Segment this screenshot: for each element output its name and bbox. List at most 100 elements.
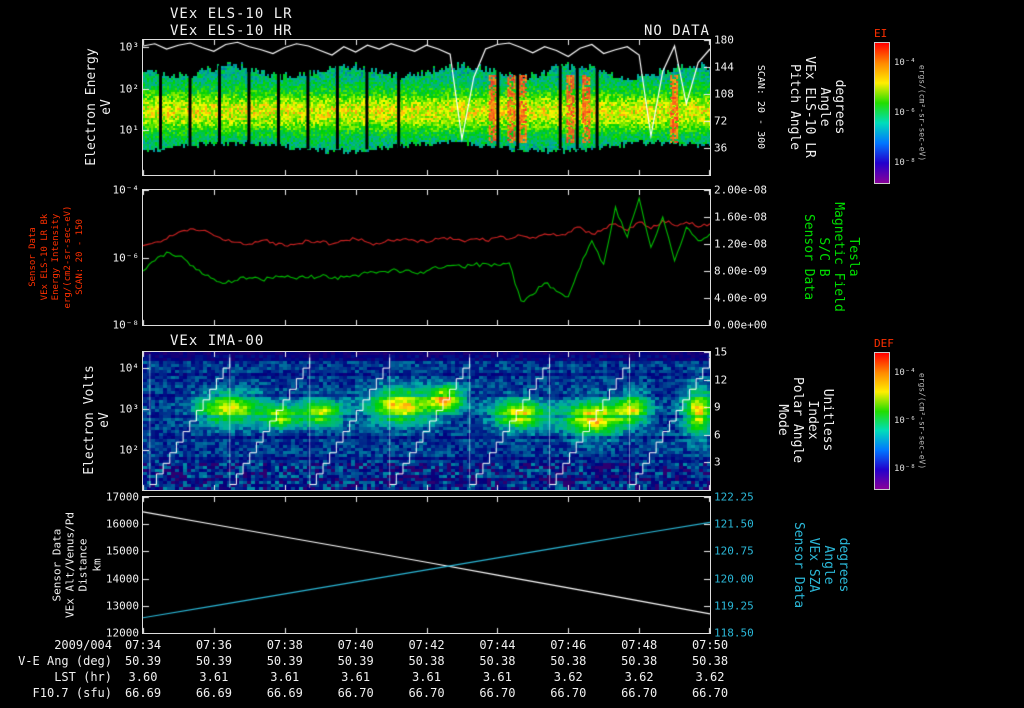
p3-index-tick: 6 bbox=[714, 428, 721, 442]
p2-intensity-tick: 10⁻⁴ bbox=[112, 183, 140, 197]
ephemeris-value: 50.39 bbox=[195, 654, 232, 668]
panel2-left-axis-label: Sensor Data VEx ELS-10 LR Bk Energy Inte… bbox=[27, 205, 85, 309]
ephemeris-value: 50.38 bbox=[408, 654, 445, 668]
p4-sza-tick: 120.00 bbox=[714, 572, 754, 586]
panel4-left-axis-label: Sensor Data VEx Alt/Venus/Pd Distance km bbox=[50, 512, 104, 618]
time-tick-label: 07:42 bbox=[408, 638, 445, 652]
ephemeris-value: 66.70 bbox=[408, 686, 445, 700]
p4-sza-tick: 121.50 bbox=[714, 517, 754, 531]
p1-pitch-angle-tick: 108 bbox=[714, 87, 734, 101]
time-tick-label: 07:34 bbox=[124, 638, 162, 652]
colorbar-ei-title: EI bbox=[874, 27, 888, 40]
time-tick-label: 07:44 bbox=[479, 638, 516, 652]
p1-energy-tick: 10³ bbox=[119, 40, 139, 54]
p4-sza-tick: 120.75 bbox=[714, 544, 754, 558]
ephemeris-value: 50.38 bbox=[621, 654, 658, 668]
p3-index-tick: 12 bbox=[714, 373, 728, 387]
p2-bfield-tick: 8.00e-09 bbox=[714, 264, 767, 278]
ephemeris-value: 66.69 bbox=[195, 686, 232, 700]
colorbar-tick-label: 10⁻⁴ bbox=[894, 58, 916, 69]
ephemeris-value: 50.38 bbox=[550, 654, 587, 668]
panel1-left-axis-label: Electron Energy eV bbox=[84, 48, 114, 166]
ephemeris-value: 3.61 bbox=[270, 670, 300, 684]
ephemeris-value: 66.70 bbox=[550, 686, 587, 700]
ephemeris-value: 50.38 bbox=[479, 654, 516, 668]
ephemeris-value: 50.38 bbox=[691, 654, 729, 668]
colorbar-tick-label: 10⁻⁴ bbox=[894, 367, 916, 378]
panel1-title-hr: VEx ELS-10 HR bbox=[170, 23, 293, 39]
p2-bfield-tick: 1.20e-08 bbox=[714, 237, 767, 251]
ephemeris-value: 50.39 bbox=[266, 654, 303, 668]
ephemeris-value: 66.69 bbox=[266, 686, 303, 700]
ephemeris-value: 3.61 bbox=[482, 670, 512, 684]
p4-distance-tick: 13000 bbox=[105, 599, 139, 613]
ephemeris-value: 3.62 bbox=[624, 670, 654, 684]
p2-intensity-tick: 10⁻⁶ bbox=[112, 251, 140, 264]
p1-pitch-angle-tick: 36 bbox=[714, 141, 728, 155]
p4-distance-tick: 15000 bbox=[105, 544, 139, 558]
panel1-scan-label: SCAN: 20 - 300 bbox=[754, 64, 766, 150]
p4-sza-tick: 119.25 bbox=[714, 599, 754, 613]
ve-ang-row-label: V-E Ang (deg) bbox=[18, 654, 112, 668]
p4-sza-tick: 122.25 bbox=[714, 490, 754, 504]
p1-pitch-angle-tick: 180 bbox=[714, 33, 734, 47]
altitude-sza-line-panel bbox=[142, 496, 711, 634]
ephemeris-value: 66.70 bbox=[479, 686, 516, 700]
colorbar-tick-label: 10⁻⁸ bbox=[894, 157, 916, 168]
ephemeris-value: 3.60 bbox=[128, 670, 158, 684]
p3-energy-tick: 10⁴ bbox=[119, 361, 139, 375]
ephemeris-value: 3.61 bbox=[199, 670, 229, 684]
p1-energy-tick: 10² bbox=[119, 82, 139, 96]
time-tick-label: 07:36 bbox=[195, 638, 232, 652]
time-tick-label: 07:48 bbox=[621, 638, 658, 652]
panel1-title-lr: VEx ELS-10 LR bbox=[170, 6, 293, 22]
ephemeris-value: 66.70 bbox=[621, 686, 658, 700]
ephemeris-value: 50.39 bbox=[124, 654, 162, 668]
time-tick-label: 07:46 bbox=[550, 638, 587, 652]
p1-pitch-angle-tick: 144 bbox=[714, 60, 734, 74]
p4-distance-tick: 12000 bbox=[105, 626, 139, 640]
ephemeris-value: 3.62 bbox=[553, 670, 583, 684]
p2-bfield-tick: 1.60e-08 bbox=[714, 210, 767, 224]
p2-bfield-tick: 2.00e-08 bbox=[714, 183, 767, 197]
p4-distance-tick: 14000 bbox=[105, 572, 139, 586]
colorbar-def-units: ergs/(cm²-sr-sec-eV) bbox=[917, 372, 927, 470]
p4-sza-tick: 118.50 bbox=[714, 626, 754, 640]
panel3-right-axis-label: Unitless Index Polar Angle Mode bbox=[775, 376, 835, 464]
colorbar-tick-label: 10⁻⁶ bbox=[894, 108, 916, 118]
colorbar-tick-label: 10⁻⁸ bbox=[894, 464, 916, 475]
time-tick-label: 07:40 bbox=[337, 638, 374, 652]
ephemeris-value: 3.62 bbox=[695, 670, 725, 684]
panel3-title: VEx IMA-00 bbox=[170, 333, 265, 349]
ephemeris-value: 66.69 bbox=[124, 686, 162, 700]
p4-distance-tick: 17000 bbox=[105, 490, 139, 504]
ima-spectrogram-panel bbox=[142, 351, 711, 491]
lst-row-label: LST (hr) bbox=[54, 670, 112, 684]
colorbar-def bbox=[874, 352, 890, 490]
p3-index-tick: 9 bbox=[714, 400, 721, 414]
p4-distance-tick: 16000 bbox=[105, 517, 139, 531]
p3-energy-tick: 10² bbox=[119, 443, 139, 457]
colorbar-ei bbox=[874, 42, 890, 184]
p2-bfield-tick: 0.00e+00 bbox=[714, 318, 767, 332]
p2-intensity-tick: 10⁻⁸ bbox=[112, 318, 140, 332]
ephemeris-value: 3.61 bbox=[341, 670, 371, 684]
colorbar-tick-label: 10⁻⁶ bbox=[894, 416, 916, 426]
colorbar-ei-units: ergs/(cm²-sr-sec-eV) bbox=[917, 64, 927, 162]
panel4-right-axis-label: degrees Angle VEx SZA Sensor Data bbox=[791, 521, 851, 609]
els-spectrogram-panel bbox=[142, 39, 711, 176]
ephemeris-value: 66.70 bbox=[691, 686, 729, 700]
p3-energy-tick: 10³ bbox=[119, 402, 139, 416]
f107-row-label: F10.7 (sfu) bbox=[32, 686, 112, 700]
time-tick-label: 07:38 bbox=[266, 638, 303, 652]
date-label: 2009/004 bbox=[54, 638, 112, 652]
time-tick-label: 07:50 bbox=[691, 638, 729, 652]
p3-index-tick: 15 bbox=[714, 345, 728, 359]
colorbar-def-title: DEF bbox=[874, 337, 894, 350]
panel1-right-axis-label: degrees Angle VEx ELS-10 LR Pitch Angle bbox=[787, 56, 847, 158]
panel2-right-axis-label: Tesla Magnetic Field S/C B Sensor Data bbox=[801, 202, 861, 312]
ephemeris-value: 3.61 bbox=[412, 670, 441, 684]
p1-pitch-angle-tick: 72 bbox=[714, 114, 728, 128]
ephemeris-value: 66.70 bbox=[337, 686, 374, 700]
